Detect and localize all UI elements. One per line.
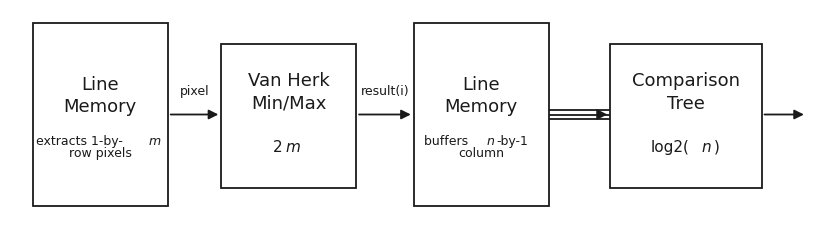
Text: ): ) — [713, 140, 719, 155]
Text: m: m — [148, 135, 161, 148]
Text: extracts 1-by-: extracts 1-by- — [37, 135, 124, 148]
Text: result(i): result(i) — [360, 85, 410, 98]
Text: 2: 2 — [273, 140, 283, 155]
Text: Comparison
Tree: Comparison Tree — [632, 72, 740, 113]
Bar — [610, 44, 762, 188]
Text: pixel: pixel — [179, 85, 210, 98]
Bar — [33, 23, 168, 206]
Text: -by-1: -by-1 — [497, 135, 528, 148]
Text: m: m — [285, 140, 301, 155]
Text: n: n — [701, 140, 711, 155]
Text: n: n — [486, 135, 495, 148]
Text: row pixels: row pixels — [69, 147, 132, 160]
Text: Line
Memory: Line Memory — [64, 76, 137, 116]
Bar — [414, 23, 549, 206]
Bar — [221, 44, 356, 188]
Text: column: column — [458, 147, 505, 160]
Text: log2(: log2( — [651, 140, 690, 155]
Text: buffers: buffers — [424, 135, 473, 148]
Text: Line
Memory: Line Memory — [445, 76, 518, 116]
Text: Van Herk
Min/Max: Van Herk Min/Max — [248, 72, 329, 113]
